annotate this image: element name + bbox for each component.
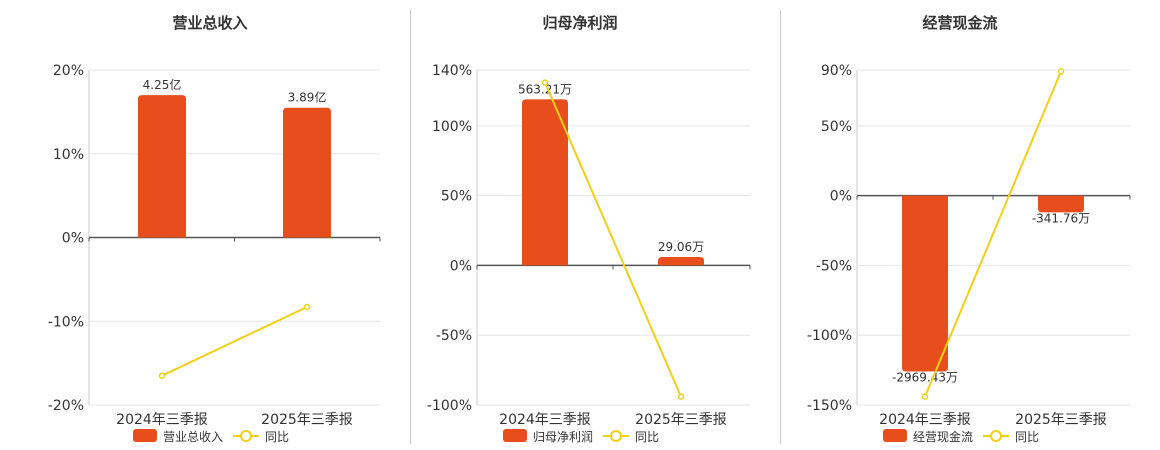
y-tick-label: -50% — [816, 258, 852, 274]
legend-label-line: 同比 — [1015, 430, 1039, 444]
line-point — [677, 393, 685, 400]
line-point — [541, 79, 549, 86]
line-point — [1057, 68, 1065, 75]
legend-label-line: 同比 — [265, 430, 289, 444]
legend-swatch-bar — [883, 429, 907, 442]
y-tick-label: -10% — [48, 314, 84, 330]
legend-swatch-marker — [240, 430, 252, 442]
legend-swatch-marker — [990, 430, 1002, 442]
x-category-label: 2025年三季报 — [1015, 412, 1107, 428]
legend-label-bar: 归母净利润 — [533, 430, 593, 444]
chart-title-net-profit: 归母净利润 — [542, 14, 618, 32]
y-tick-label: 0% — [62, 231, 84, 247]
chart-title-cash-flow: 经营现金流 — [922, 14, 998, 32]
y-tick-label: -50% — [436, 328, 472, 344]
y-tick-label: 10% — [53, 147, 84, 163]
y-tick-label: 100% — [432, 119, 472, 135]
y-tick-label: 0% — [450, 258, 472, 274]
bar — [138, 95, 186, 238]
legend-label-bar: 营业总收入 — [163, 430, 223, 444]
series-line — [161, 306, 308, 377]
legend-swatch-bar — [133, 429, 157, 442]
x-category-label: 2024年三季报 — [116, 412, 208, 428]
x-category-label: 2024年三季报 — [879, 412, 971, 428]
x-category-label: 2024年三季报 — [499, 412, 591, 428]
series-line — [544, 82, 682, 398]
bar-data-label: -341.76万 — [1032, 211, 1090, 225]
y-tick-label: -100% — [807, 328, 852, 344]
legend-swatch-marker — [610, 430, 622, 442]
bar — [522, 99, 568, 266]
line-point — [303, 303, 311, 311]
y-tick-label: 90% — [821, 63, 852, 79]
line-point — [158, 372, 166, 379]
panel-divider — [410, 10, 411, 444]
y-tick-label: 50% — [821, 119, 852, 135]
bar — [658, 257, 704, 266]
x-category-label: 2025年三季报 — [261, 412, 353, 428]
bar — [902, 195, 948, 372]
y-tick-label: -150% — [807, 398, 852, 414]
panel-divider — [780, 10, 781, 444]
x-category-label: 2025年三季报 — [635, 412, 727, 428]
bar-data-label: 4.25亿 — [143, 77, 182, 92]
y-tick-label: -100% — [427, 398, 472, 414]
y-tick-label: 0% — [830, 189, 852, 205]
line-point — [921, 393, 929, 400]
y-tick-label: 50% — [441, 189, 472, 205]
legend-label-bar: 经营现金流 — [913, 429, 973, 444]
y-tick-label: -20% — [48, 398, 84, 414]
bar-data-label: 3.89亿 — [288, 90, 327, 105]
bar — [1038, 195, 1084, 213]
bar-data-label: 563.21万 — [518, 82, 572, 96]
chart-title-revenue: 营业总收入 — [172, 14, 248, 32]
bar-data-label: -2969.43万 — [892, 371, 958, 385]
series-line — [924, 71, 1062, 398]
legend-label-line: 同比 — [635, 430, 659, 444]
legend-swatch-bar — [503, 429, 527, 442]
y-tick-label: 140% — [432, 63, 472, 79]
bar-data-label: 29.06万 — [658, 240, 704, 254]
bar — [283, 107, 331, 238]
y-tick-label: 20% — [53, 63, 84, 79]
